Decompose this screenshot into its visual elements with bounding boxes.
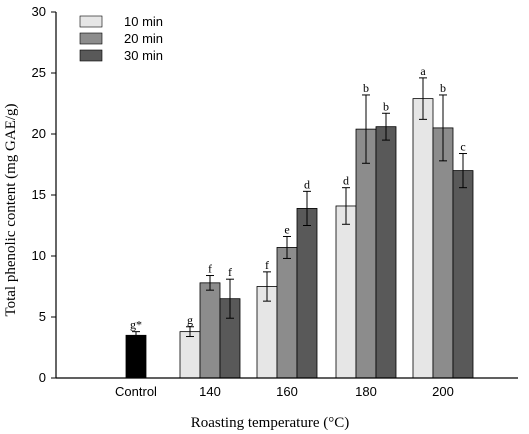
x-tick-label: Control xyxy=(115,384,157,399)
significance-letter: b xyxy=(363,81,369,95)
significance-letter: f xyxy=(208,262,212,276)
bar-20-min xyxy=(355,128,377,379)
legend-swatch xyxy=(79,49,103,62)
bar-10-min xyxy=(335,205,357,379)
bar-30-min xyxy=(296,208,318,379)
y-tick-label: 30 xyxy=(32,4,46,19)
y-tick-label: 25 xyxy=(32,65,46,80)
bar-20-min xyxy=(199,282,221,379)
bar-20-min xyxy=(432,127,454,379)
y-tick-label: 5 xyxy=(39,309,46,324)
y-tick-label: 0 xyxy=(39,370,46,385)
bar-10-min xyxy=(412,98,434,379)
bar-control xyxy=(125,334,147,379)
significance-letter: f xyxy=(265,258,269,272)
bar-30-min xyxy=(375,126,397,379)
significance-letter: d xyxy=(343,174,349,188)
significance-letter: a xyxy=(420,64,426,78)
legend-label: 20 min xyxy=(124,31,163,46)
y-tick-label: 20 xyxy=(32,126,46,141)
significance-letter: c xyxy=(460,140,465,154)
significance-letter: d xyxy=(304,177,310,191)
bar-10-min xyxy=(179,331,201,379)
y-tick-label: 15 xyxy=(32,187,46,202)
significance-letter: g* xyxy=(130,318,142,332)
x-tick-label: 200 xyxy=(432,384,454,399)
x-tick-label: 140 xyxy=(199,384,221,399)
legend-swatch xyxy=(79,32,103,45)
x-axis-label: Roasting temperature (°C) xyxy=(191,415,349,431)
y-axis-label: Total phenolic content (mg GAE/g) xyxy=(3,103,19,316)
significance-letter: g xyxy=(187,313,193,327)
axes-group: 0 5 10 15 20 25 30 Control 140 160 180 200 xyxy=(32,4,518,399)
y-tick-label: 10 xyxy=(32,248,46,263)
legend-label: 30 min xyxy=(124,48,163,63)
legend-swatch xyxy=(79,15,103,28)
x-tick-label: 160 xyxy=(276,384,298,399)
significance-letter: e xyxy=(284,222,289,236)
x-tick-label: 180 xyxy=(355,384,377,399)
legend-label: 10 min xyxy=(124,14,163,29)
significance-letter: b xyxy=(383,99,389,113)
significance-letter: f xyxy=(228,265,232,279)
bar-30-min xyxy=(452,170,474,379)
bar-20-min xyxy=(276,247,298,379)
legend: 10 min 20 min 30 min xyxy=(79,14,163,63)
significance-letter: b xyxy=(440,81,446,95)
